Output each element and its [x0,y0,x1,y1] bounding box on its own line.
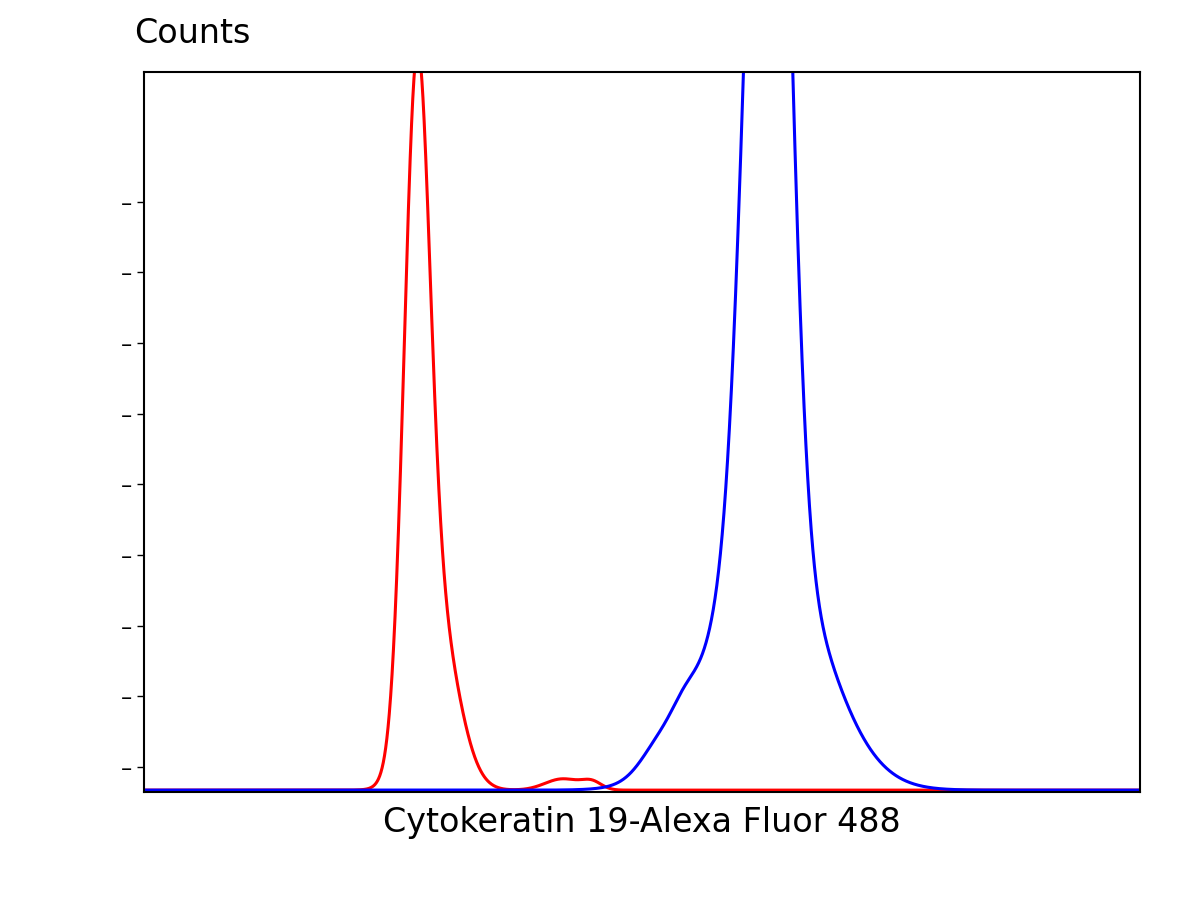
X-axis label: Cytokeratin 19-Alexa Fluor 488: Cytokeratin 19-Alexa Fluor 488 [383,806,901,839]
Text: Counts: Counts [134,17,251,50]
